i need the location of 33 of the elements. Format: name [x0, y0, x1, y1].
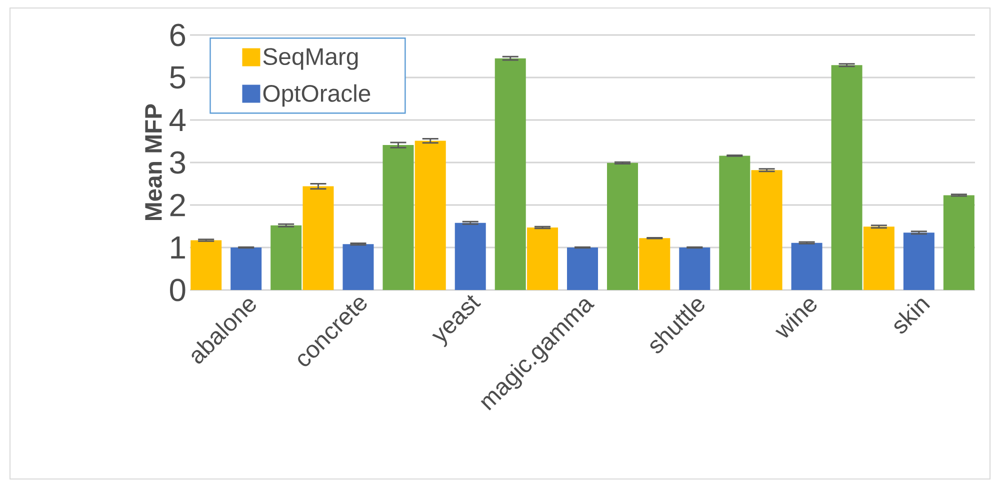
x-tick-label: skin [894, 298, 930, 334]
bar [342, 244, 374, 290]
y-tick-label: 6 [170, 24, 186, 46]
bar [679, 247, 710, 290]
bar [382, 145, 414, 290]
bar [190, 240, 222, 290]
x-tick-label: wine [775, 299, 817, 338]
bar [751, 170, 782, 290]
y-tick-label: 2 [170, 194, 185, 216]
legend-label: SeqMarg [263, 48, 358, 70]
bar [607, 162, 638, 290]
bar [527, 228, 558, 290]
bar [719, 156, 750, 290]
bar [863, 226, 894, 290]
bar [639, 238, 670, 290]
bar [567, 247, 598, 290]
bar [414, 140, 446, 290]
bar [903, 232, 934, 290]
bar [831, 65, 862, 290]
y-axis-title: Mean MFP [145, 104, 162, 220]
y-tick-label: 0 [170, 278, 186, 302]
bar [454, 222, 486, 290]
bar [270, 225, 302, 290]
y-tick-label: 1 [171, 236, 185, 258]
bar [230, 247, 262, 290]
y-tick-label: 5 [170, 66, 186, 89]
bar [494, 58, 526, 290]
bar [302, 186, 334, 290]
bar [791, 242, 822, 290]
y-tick-label: 3 [170, 151, 186, 174]
bar [943, 195, 974, 290]
y-tick-label: 4 [169, 109, 186, 131]
legend-label: OptOracle [263, 84, 370, 107]
